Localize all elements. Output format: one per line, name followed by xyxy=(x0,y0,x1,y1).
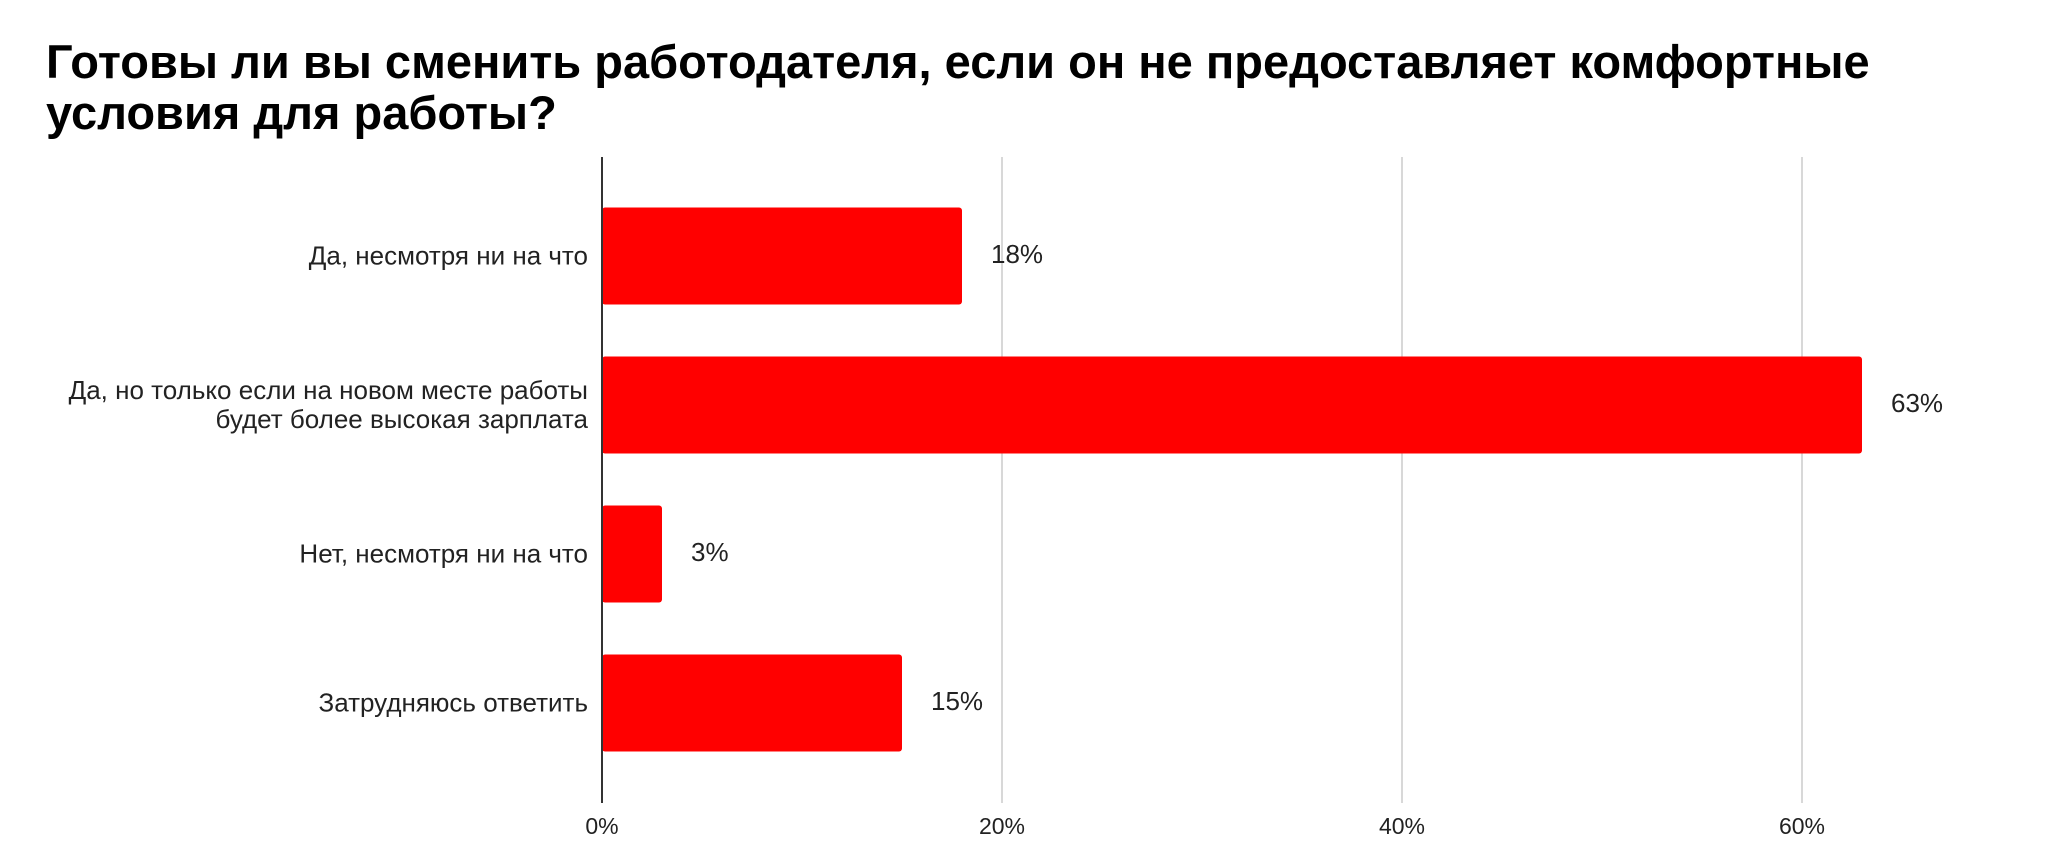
x-tick-label: 20% xyxy=(979,813,1025,839)
value-label: 15% xyxy=(931,686,983,716)
y-tick-label: Нет, несмотря ни на что xyxy=(299,538,588,569)
bar xyxy=(602,505,662,603)
x-tick-label: 60% xyxy=(1779,813,1825,839)
y-tick-label: Затрудняюсь ответить xyxy=(318,687,588,718)
y-tick-label: Да, несмотря ни на что xyxy=(308,240,588,271)
x-tick-label: 40% xyxy=(1379,813,1425,839)
value-label: 18% xyxy=(991,239,1043,269)
value-label: 63% xyxy=(1891,388,1943,418)
bar xyxy=(602,654,902,752)
bar xyxy=(602,207,962,305)
bar xyxy=(602,356,1862,454)
x-tick-label: 0% xyxy=(585,813,618,839)
y-tick-label: Да, но только если на новом месте работы… xyxy=(68,375,588,434)
chart-title: Готовы ли вы сменить работодателя, если … xyxy=(46,35,1870,139)
value-label: 3% xyxy=(691,537,729,567)
